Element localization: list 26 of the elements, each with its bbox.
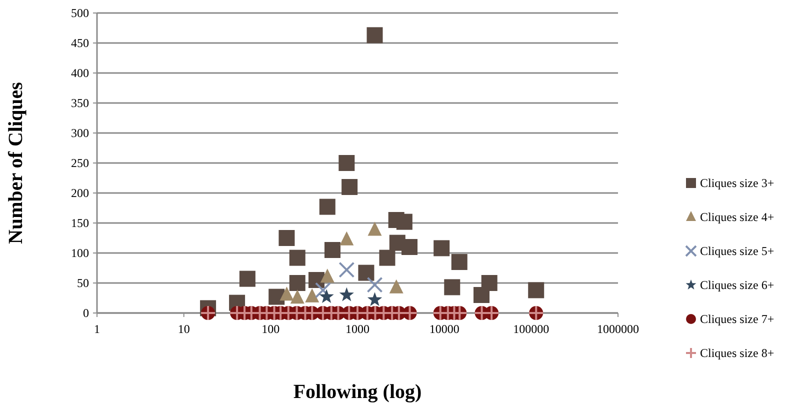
y-tick-label: 500 [71, 6, 89, 20]
x-tick-label: 100000 [513, 322, 550, 336]
y-tick-label: 300 [71, 126, 89, 140]
y-tick-label: 50 [77, 276, 89, 290]
legend-label: Cliques size 3+ [700, 176, 774, 190]
x-tick-label: 10 [178, 322, 190, 336]
legend-label: Cliques size 4+ [700, 210, 774, 224]
y-tick-label: 150 [71, 216, 89, 230]
x-tick-label: 10000 [429, 322, 460, 336]
y-tick-label: 250 [71, 156, 89, 170]
x-tick-label: 1000 [346, 322, 370, 336]
legend-label: Cliques size 7+ [700, 312, 774, 326]
y-tick-label: 400 [71, 66, 89, 80]
x-tick-label: 100 [262, 322, 280, 336]
legend-label: Cliques size 8+ [700, 346, 774, 360]
y-tick-label: 350 [71, 96, 89, 110]
y-tick-label: 450 [71, 36, 89, 50]
y-tick-label: 200 [71, 186, 89, 200]
legend-label: Cliques size 5+ [700, 244, 774, 258]
x-tick-label: 1 [94, 322, 100, 336]
x-tick-label: 1000000 [597, 322, 639, 336]
legend-label: Cliques size 6+ [700, 278, 774, 292]
y-tick-label: 0 [83, 306, 89, 320]
x-axis-title: Following (log) [293, 381, 422, 403]
y-axis-title: Number of Cliques [5, 82, 27, 244]
y-tick-label: 100 [71, 246, 89, 260]
